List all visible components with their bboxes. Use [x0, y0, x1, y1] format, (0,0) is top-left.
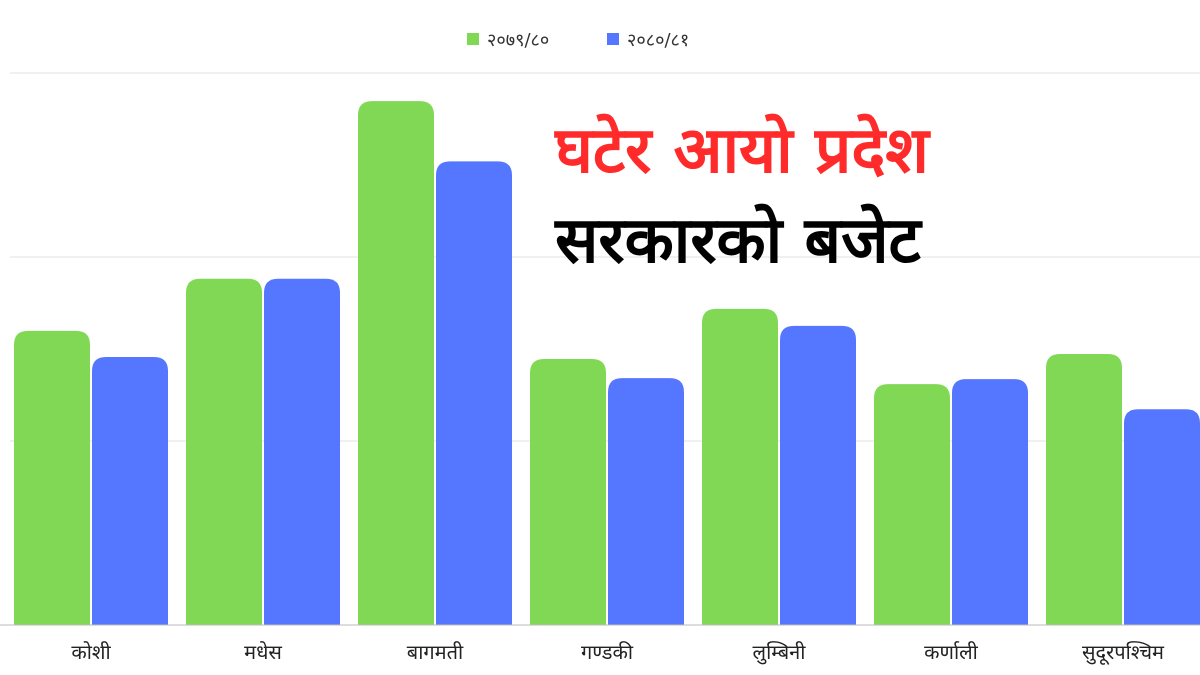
x-tick-label-4: लुम्बिनी [753, 640, 807, 665]
bar-4-series-0 [702, 308, 778, 625]
bar-3-series-1 [608, 378, 684, 625]
chart-title-line-1: घटेर आयो प्रदेश [554, 113, 931, 188]
x-tick-label-6: सुदूरपश्चिम [1082, 640, 1165, 665]
bar-4-series-1 [780, 325, 856, 625]
bars [14, 101, 1200, 626]
x-tick-label-2: बागमती [407, 640, 464, 664]
legend-label-series-0: २०७९/८० [487, 30, 549, 51]
bar-0-series-1 [92, 357, 168, 625]
bar-5-series-1 [952, 379, 1028, 625]
chart-title-line-2: सरकारको बजेट [554, 203, 923, 278]
x-tick-label-3: गण्डकी [581, 640, 634, 664]
x-tick-labels: कोशी मधेस बागमती गण्डकी लुम्बिनी कर्णाली सुदूर… [71, 640, 1165, 665]
legend-swatch-series-0 [467, 33, 479, 45]
bar-2-series-1 [436, 161, 512, 625]
x-tick-label-0: कोशी [71, 640, 111, 664]
legend-item-series-1: २०८०/८१ [607, 30, 689, 51]
bar-5-series-0 [874, 384, 950, 625]
bar-2-series-0 [358, 101, 434, 626]
x-tick-label-1: मधेस [244, 640, 282, 664]
bar-1-series-1 [264, 278, 340, 625]
legend-swatch-series-1 [607, 33, 619, 45]
bar-1-series-0 [186, 278, 262, 625]
x-tick-label-5: कर्णाली [924, 640, 979, 664]
bar-3-series-0 [530, 359, 606, 625]
bar-0-series-0 [14, 330, 90, 625]
legend-label-series-1: २०८०/८१ [627, 30, 689, 51]
bar-6-series-1 [1124, 409, 1200, 625]
legend-item-series-0: २०७९/८० [467, 30, 549, 51]
bar-6-series-0 [1046, 354, 1122, 625]
legend: २०७९/८० २०८०/८१ [467, 30, 689, 51]
